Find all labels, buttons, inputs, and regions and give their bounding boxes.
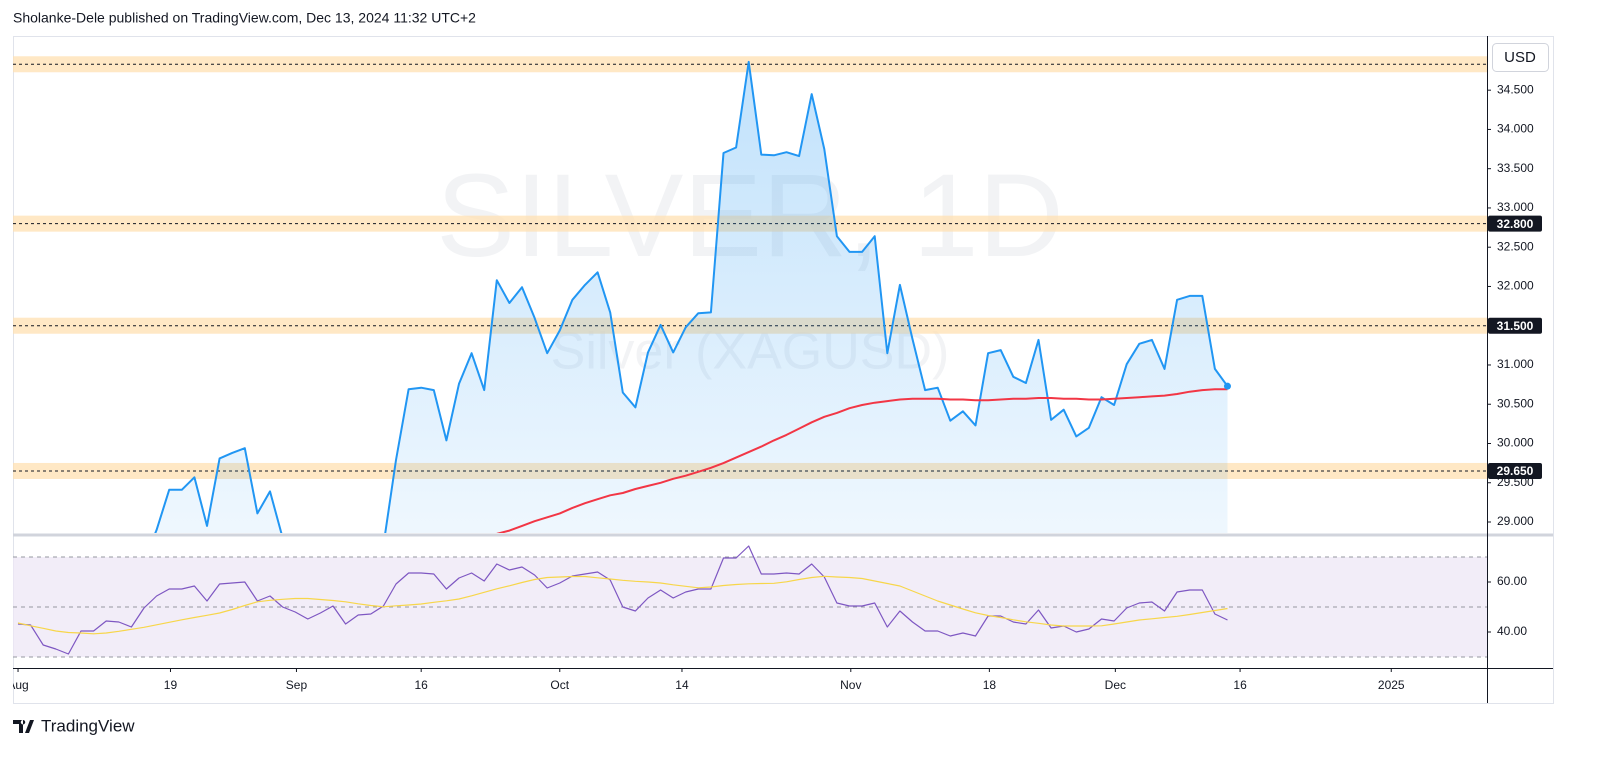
pane-back: SILVER, 1DSilver (XAGUSD) — [13, 56, 1487, 533]
level-label: 29.650 — [1497, 464, 1534, 478]
level-label-box — [1488, 215, 1542, 232]
y-tick-label: 30.000 — [1497, 436, 1534, 450]
y-tick-label: 32.000 — [1497, 279, 1534, 293]
y-tick-label: 31.000 — [1497, 357, 1534, 371]
x-tick-label: Sep — [286, 678, 308, 692]
level-label-box — [1488, 462, 1542, 479]
x-tick-label: Nov — [840, 678, 861, 692]
series-line — [496, 388, 1228, 533]
price-area — [18, 61, 1228, 533]
pane — [154, 60, 1229, 533]
y-tick-label: 29.000 — [1497, 514, 1534, 528]
x-tick-label: 16 — [1233, 678, 1247, 692]
last-price-dot — [1223, 382, 1231, 390]
logo-mark — [13, 720, 34, 733]
x-tick-label: 18 — [983, 678, 997, 692]
pane-back — [13, 556, 1487, 658]
x-tick-label: 14 — [675, 678, 689, 692]
series-line — [17, 575, 1228, 635]
y-tick-label: 34.000 — [1497, 122, 1534, 136]
level-label: 32.800 — [1497, 217, 1534, 231]
x-tick-label: 16 — [415, 678, 429, 692]
y-tick-label: 32.500 — [1497, 239, 1534, 253]
x-tick-label: Aug — [7, 678, 28, 692]
back-layer: SILVER, 1DSilver (XAGUSD) — [13, 56, 1487, 658]
currency-label[interactable]: USD — [1504, 49, 1536, 66]
brand-logo — [13, 720, 34, 733]
x-tick-label: Oct — [550, 678, 569, 692]
brand-name: TradingView — [41, 716, 135, 735]
y-tick-label: 40.00 — [1497, 624, 1527, 638]
y-tick-label: 60.00 — [1497, 574, 1527, 588]
currency-button[interactable] — [1492, 43, 1549, 72]
main-layer — [17, 60, 1231, 655]
x-tick-label: Dec — [1105, 678, 1126, 692]
y-tick-label: 30.500 — [1497, 396, 1534, 410]
frame — [13, 36, 1554, 704]
series-line — [17, 545, 1228, 655]
y-tick-label: 33.000 — [1497, 200, 1534, 214]
axis-layer: 29.00029.50030.00030.50031.00031.50032.0… — [7, 82, 1542, 692]
y-tick-label: 34.500 — [1497, 82, 1534, 96]
level-label-box — [1488, 317, 1542, 334]
level-label: 31.500 — [1497, 319, 1534, 333]
series-line — [154, 60, 1229, 533]
x-tick-label: 19 — [164, 678, 178, 692]
x-tick-label: 2025 — [1378, 678, 1405, 692]
pane — [17, 545, 1228, 655]
header-title: Sholanke-Dele published on TradingView.c… — [13, 10, 476, 26]
time-axis: Aug 19 Sep 16 Oct 14 Nov 18 Dec 16 2025 — [7, 668, 1405, 692]
y-tick-label: 33.500 — [1497, 161, 1534, 175]
